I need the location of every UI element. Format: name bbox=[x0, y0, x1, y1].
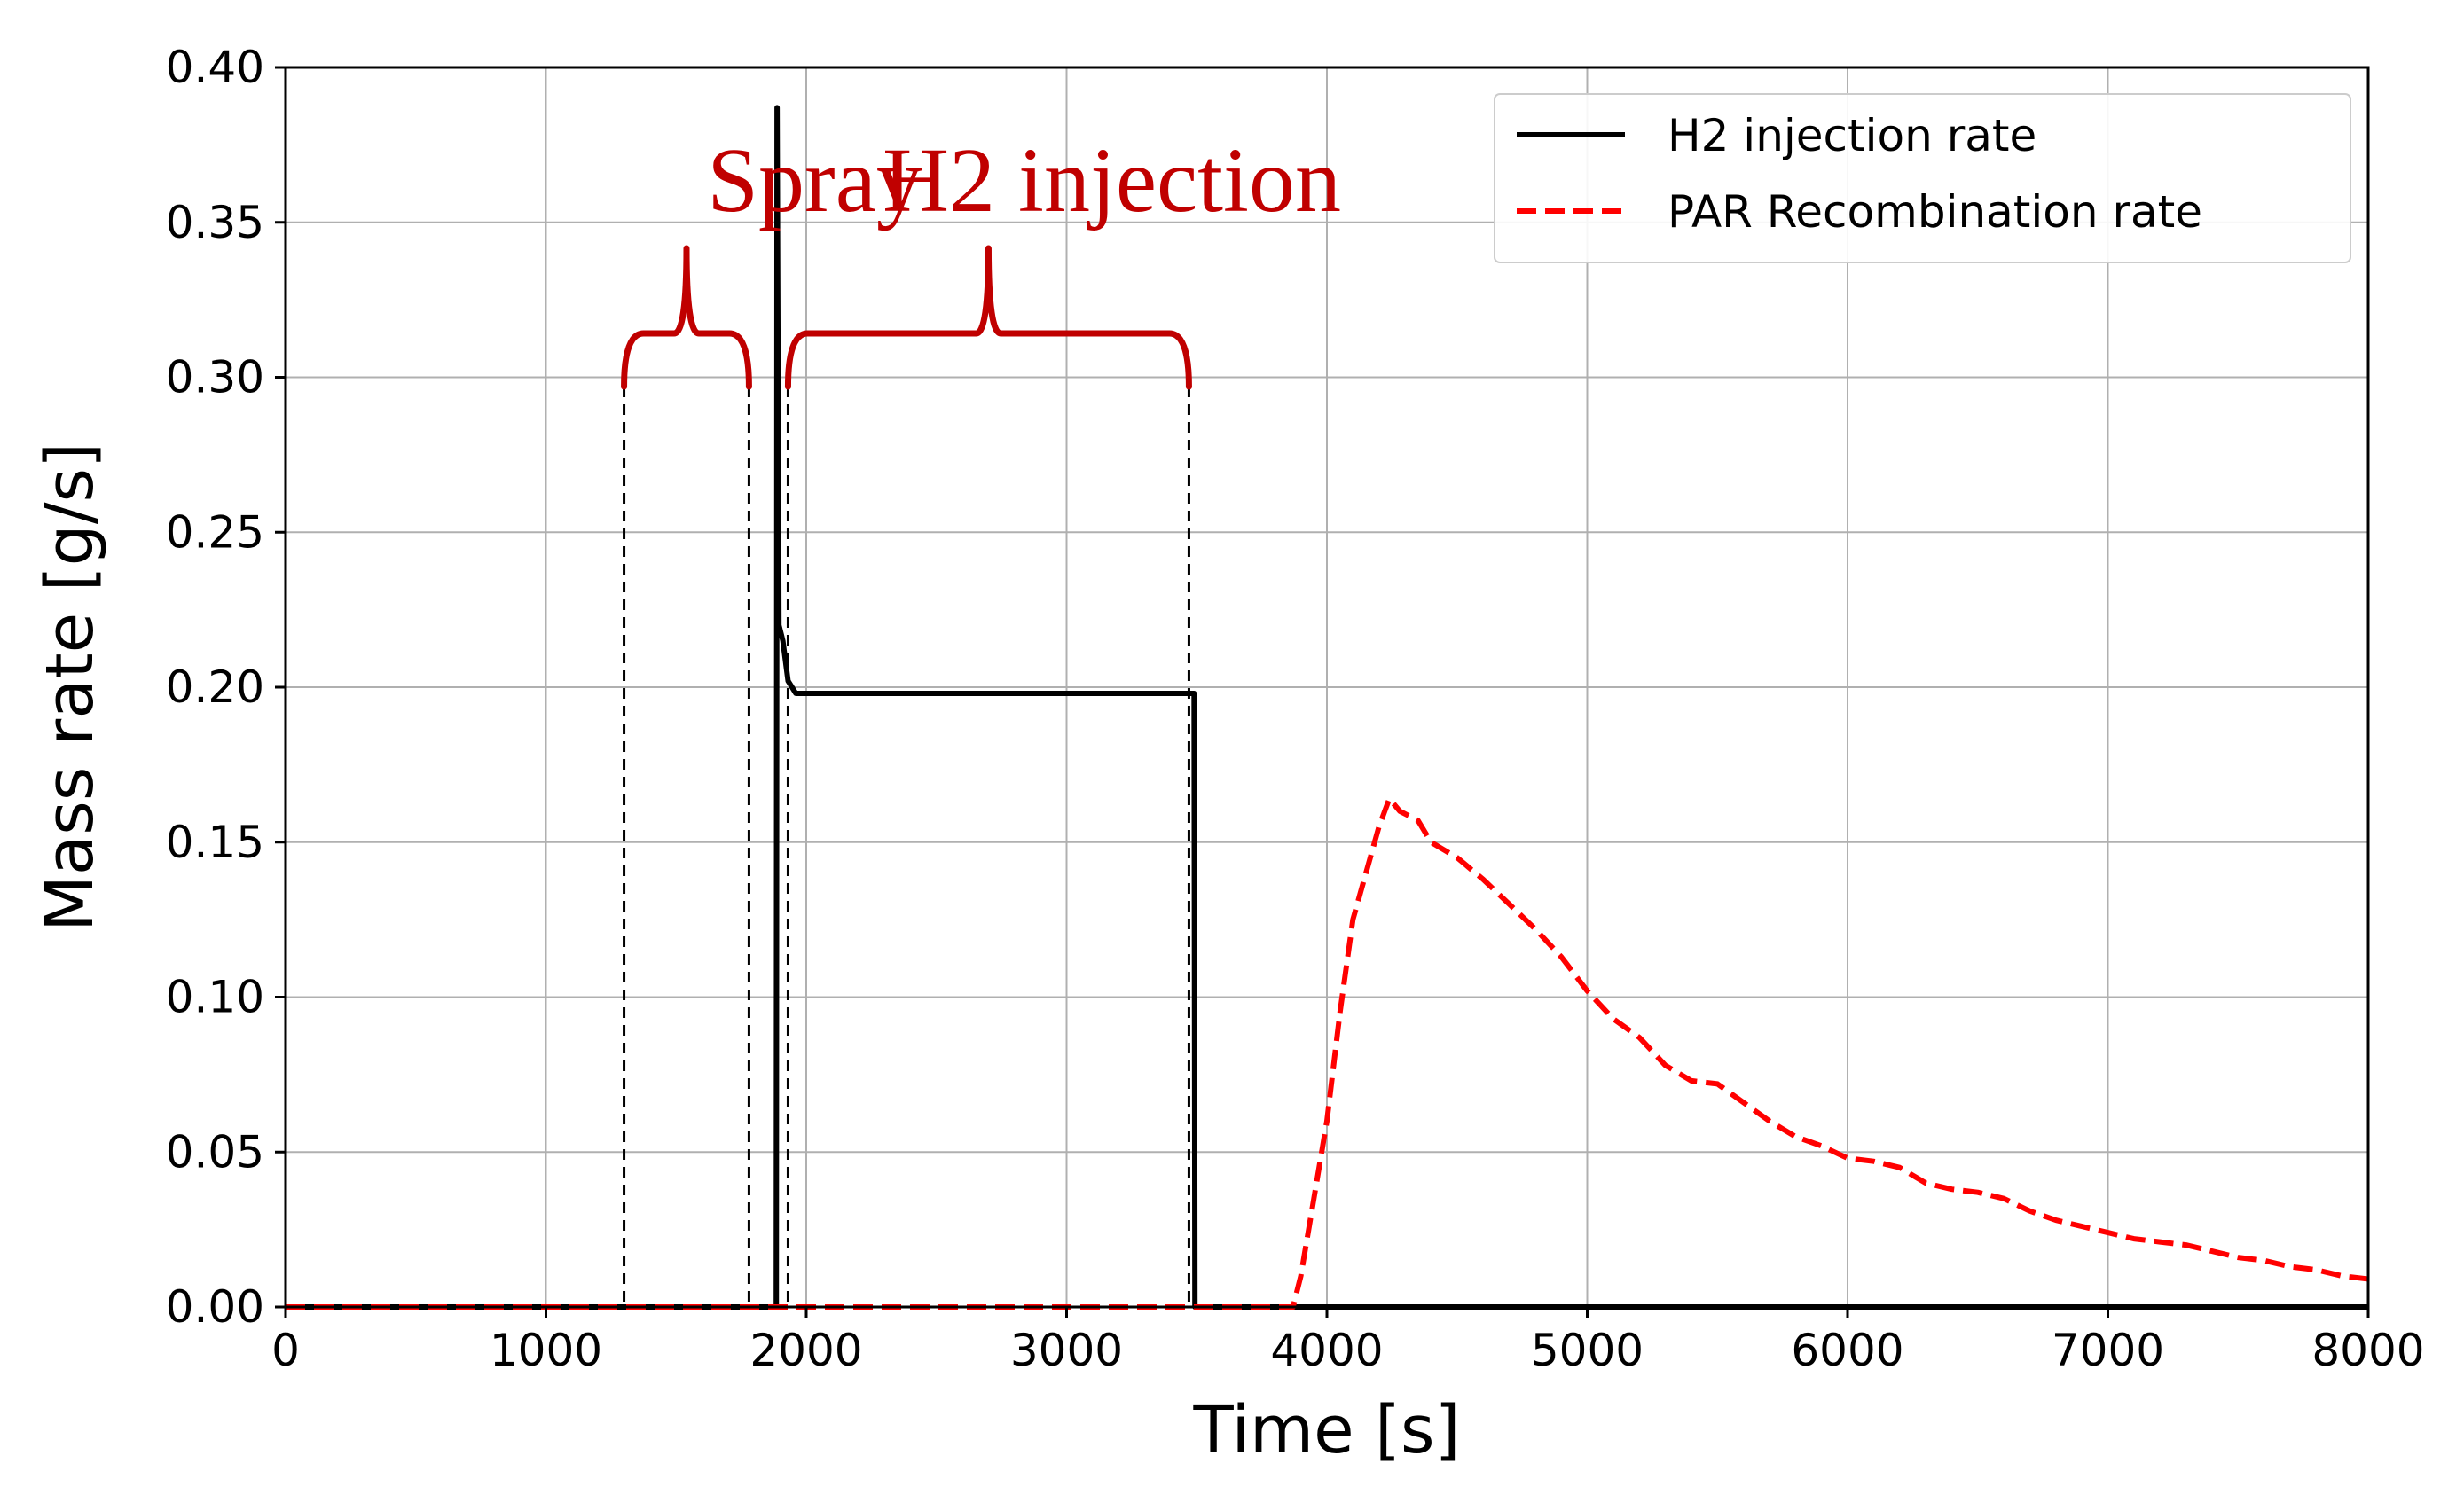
y-tick-label: 0.30 bbox=[166, 352, 264, 403]
y-tick-label: 0.05 bbox=[166, 1126, 264, 1178]
y-tick-label: 0.15 bbox=[166, 817, 264, 868]
legend-box bbox=[1494, 93, 2351, 263]
x-tick-label: 8000 bbox=[2311, 1325, 2424, 1376]
annotation-label: H2 injection bbox=[883, 129, 1341, 231]
y-axis-label: Mass rate [g/s] bbox=[32, 442, 108, 932]
x-tick-label: 4000 bbox=[1270, 1325, 1383, 1376]
x-tick-label: 7000 bbox=[2052, 1325, 2164, 1376]
y-tick-label: 0.40 bbox=[166, 42, 264, 93]
x-tick-label: 1000 bbox=[490, 1325, 602, 1376]
annotation-guides bbox=[623, 387, 1190, 1307]
axis-ticks: 0 1000 2000 3000 4000 5000 6000 7000 8000 0.00 0.0… bbox=[166, 42, 2425, 1376]
annotation-brace bbox=[621, 245, 752, 390]
annotation-brace bbox=[784, 245, 1192, 390]
x-axis-label: Time [s] bbox=[1193, 1392, 1461, 1468]
y-tick-label: 0.00 bbox=[166, 1281, 264, 1333]
x-tick-label: 0 bbox=[271, 1325, 300, 1376]
legend-label-par-recombination: PAR Recombination rate bbox=[1668, 186, 2202, 238]
legend: H2 injection rate PAR Recombination rate bbox=[1494, 93, 2351, 263]
x-tick-label: 6000 bbox=[1791, 1325, 1903, 1376]
series-h2-injection-line bbox=[286, 105, 2368, 1310]
plot-area bbox=[286, 105, 2369, 1310]
annotation-label: Spray bbox=[707, 129, 922, 231]
series-par-recombination-line bbox=[286, 795, 2369, 1310]
y-tick-label: 0.10 bbox=[166, 972, 264, 1023]
y-tick-label: 0.35 bbox=[166, 197, 264, 248]
legend-label-h2-injection: H2 injection rate bbox=[1668, 110, 2036, 161]
x-tick-label: 2000 bbox=[749, 1325, 862, 1376]
y-tick-label: 0.25 bbox=[166, 506, 264, 558]
x-tick-label: 3000 bbox=[1010, 1325, 1123, 1376]
y-tick-label: 0.20 bbox=[166, 661, 264, 713]
x-tick-label: 5000 bbox=[1531, 1325, 1644, 1376]
